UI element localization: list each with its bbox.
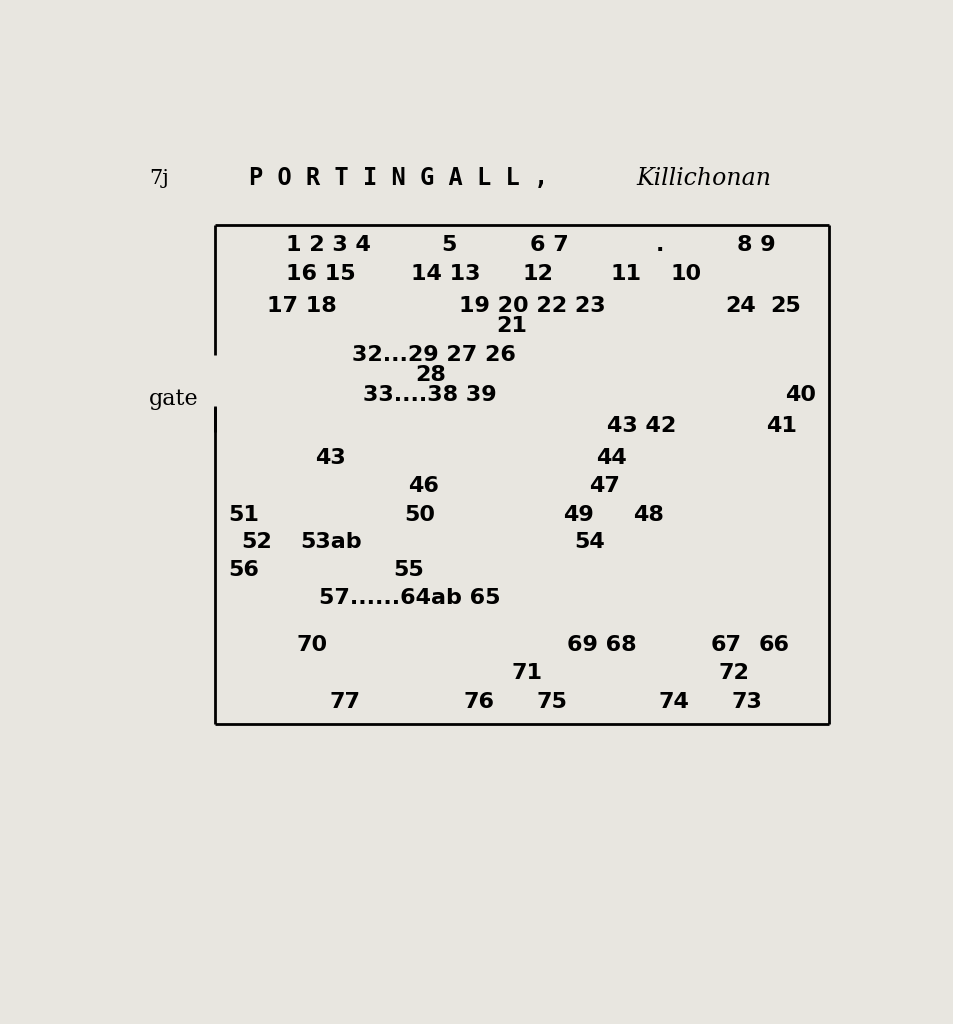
Text: 41: 41 — [765, 417, 796, 436]
Text: 54: 54 — [574, 532, 604, 552]
Text: 50: 50 — [403, 505, 435, 524]
Text: 44: 44 — [596, 447, 626, 468]
Text: 1 2 3 4: 1 2 3 4 — [285, 236, 370, 255]
Text: 19 20 22 23: 19 20 22 23 — [459, 296, 605, 315]
Text: 28: 28 — [415, 366, 445, 385]
Text: 72: 72 — [718, 664, 748, 683]
Text: .: . — [655, 236, 663, 255]
Text: 46: 46 — [407, 475, 438, 496]
Text: 53ab: 53ab — [300, 532, 361, 552]
Text: 56: 56 — [229, 560, 259, 580]
Text: 21: 21 — [496, 316, 527, 336]
Text: 6 7: 6 7 — [529, 236, 568, 255]
Text: 75: 75 — [537, 692, 567, 713]
Text: 74: 74 — [659, 692, 689, 713]
Text: P O R T I N G A L L ,: P O R T I N G A L L , — [249, 166, 547, 190]
Text: 52: 52 — [241, 532, 272, 552]
Text: 57......64ab 65: 57......64ab 65 — [318, 588, 500, 607]
Text: 49: 49 — [562, 505, 593, 524]
Text: 77: 77 — [330, 692, 360, 713]
Text: 67: 67 — [710, 635, 740, 655]
Text: 43: 43 — [314, 447, 346, 468]
Text: 66: 66 — [758, 635, 789, 655]
Text: 24: 24 — [724, 296, 756, 315]
Text: 76: 76 — [462, 692, 494, 713]
Text: 17 18: 17 18 — [267, 296, 336, 315]
Text: 10: 10 — [669, 264, 700, 285]
Text: 8 9: 8 9 — [736, 236, 775, 255]
Text: 25: 25 — [769, 296, 800, 315]
Text: 73: 73 — [731, 692, 761, 713]
Text: 55: 55 — [393, 560, 423, 580]
Text: 69 68: 69 68 — [566, 635, 636, 655]
Text: 5: 5 — [440, 236, 456, 255]
Text: 7j: 7j — [149, 169, 169, 187]
Text: 71: 71 — [511, 664, 541, 683]
Text: 12: 12 — [521, 264, 553, 285]
Text: 43 42: 43 42 — [606, 417, 676, 436]
Text: 32...29 27 26: 32...29 27 26 — [352, 345, 516, 366]
Text: 40: 40 — [783, 385, 815, 404]
Text: 47: 47 — [588, 475, 618, 496]
Text: gate: gate — [149, 388, 198, 410]
Text: 11: 11 — [610, 264, 641, 285]
Text: Killichonan: Killichonan — [637, 167, 771, 189]
Text: 33....38 39: 33....38 39 — [363, 385, 497, 404]
Text: 48: 48 — [633, 505, 663, 524]
Text: 51: 51 — [229, 505, 259, 524]
Text: 16 15: 16 15 — [285, 264, 355, 285]
Text: 14 13: 14 13 — [411, 264, 480, 285]
Text: 70: 70 — [296, 635, 328, 655]
